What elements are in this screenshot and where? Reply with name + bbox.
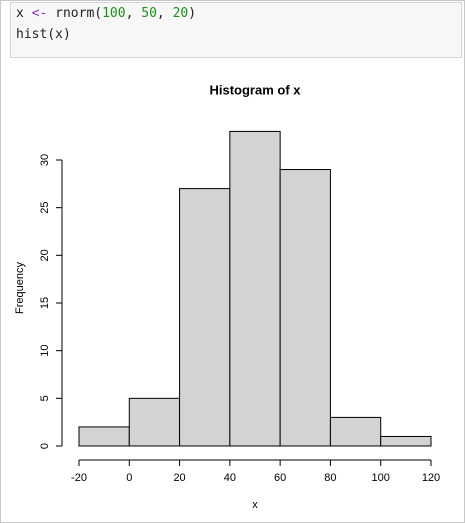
bar (179, 188, 231, 447)
x-tick-label: 20 (173, 472, 185, 484)
y-axis-label: Frequency (14, 262, 26, 314)
code-line: hist(x) (16, 27, 71, 42)
code-token: <- (31, 6, 48, 21)
code-token: 20 (172, 6, 189, 21)
code-token: ) (188, 6, 197, 21)
bar (329, 416, 382, 447)
code-line: x <- rnorm(100, 50, 20) (16, 6, 196, 21)
x-tick-label: -20 (71, 472, 87, 484)
y-tick-label: 0 (39, 443, 51, 449)
bar (128, 397, 181, 447)
x-tick-label: 0 (126, 472, 132, 484)
code-token: 50 (141, 6, 157, 21)
y-tick-label: 10 (39, 345, 51, 357)
bar (229, 130, 281, 447)
y-tick-label: 15 (39, 297, 51, 309)
code-token: x (16, 6, 32, 21)
code-token: hist(x) (16, 27, 71, 42)
bar (380, 435, 432, 447)
bar (279, 169, 331, 447)
code-token: rnorm( (47, 6, 103, 21)
y-tick-label: 5 (39, 395, 51, 401)
x-tick-label: 120 (422, 472, 440, 484)
y-tick-label: 25 (39, 202, 51, 214)
x-tick-label: 60 (274, 472, 286, 484)
y-tick-label: 20 (39, 249, 51, 261)
chart-title: Histogram of x (209, 82, 301, 97)
x-tick-label: 100 (372, 472, 390, 484)
code-cell[interactable]: x <- rnorm(100, 50, 20) hist(x) (10, 2, 462, 58)
bar (78, 426, 130, 447)
x-tick-label: 80 (324, 472, 336, 484)
code-token: 100 (102, 6, 126, 21)
y-tick-label: 30 (39, 154, 51, 166)
code-token: , (156, 6, 173, 21)
code-token: , (125, 6, 142, 21)
x-axis-label: x (252, 499, 258, 511)
x-tick-label: 40 (224, 472, 236, 484)
